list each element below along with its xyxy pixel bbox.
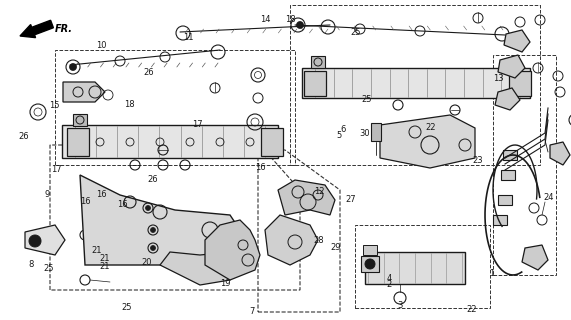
Bar — [503, 150, 517, 160]
Text: 7: 7 — [249, 308, 255, 316]
Bar — [361, 256, 379, 272]
Circle shape — [296, 21, 304, 28]
Bar — [365, 252, 465, 284]
FancyArrow shape — [20, 20, 54, 38]
Bar — [73, 114, 87, 126]
Text: 4: 4 — [386, 274, 392, 283]
Polygon shape — [550, 142, 570, 165]
Text: 19: 19 — [220, 279, 231, 288]
Text: FR.: FR. — [55, 24, 73, 34]
Bar — [355, 225, 490, 308]
Text: 28: 28 — [313, 236, 324, 245]
Polygon shape — [62, 125, 278, 158]
Text: 2: 2 — [386, 280, 392, 289]
Text: 14: 14 — [260, 15, 271, 24]
Text: 11: 11 — [183, 33, 194, 42]
Text: 17: 17 — [51, 165, 61, 174]
Text: 6: 6 — [340, 125, 346, 134]
Polygon shape — [380, 115, 475, 168]
Text: 17: 17 — [192, 120, 202, 129]
Bar — [501, 170, 515, 180]
Polygon shape — [160, 252, 240, 285]
Text: 15: 15 — [50, 101, 60, 110]
Text: 26: 26 — [148, 175, 158, 184]
Circle shape — [32, 238, 38, 244]
Bar — [55, 50, 295, 165]
Text: 21: 21 — [92, 246, 102, 255]
Bar — [67, 128, 89, 156]
Polygon shape — [498, 55, 525, 78]
Polygon shape — [80, 175, 240, 265]
Bar — [304, 70, 326, 95]
Polygon shape — [25, 225, 65, 255]
Text: 25: 25 — [361, 95, 372, 104]
Text: 24: 24 — [543, 193, 553, 202]
Text: 9: 9 — [44, 190, 50, 199]
Text: 22: 22 — [426, 123, 436, 132]
Text: 25: 25 — [43, 264, 54, 273]
Text: 27: 27 — [346, 196, 356, 204]
Text: 21: 21 — [99, 262, 110, 271]
Text: 25: 25 — [350, 28, 360, 37]
Circle shape — [151, 245, 155, 251]
Bar — [493, 215, 507, 225]
Text: 16: 16 — [118, 200, 128, 209]
Text: 1: 1 — [489, 269, 495, 278]
Text: 16: 16 — [255, 164, 266, 172]
Text: 16: 16 — [81, 197, 91, 206]
Bar — [290, 5, 540, 165]
Circle shape — [146, 205, 151, 211]
Text: 30: 30 — [359, 129, 369, 138]
Text: 29: 29 — [330, 243, 340, 252]
Polygon shape — [265, 215, 318, 265]
Polygon shape — [205, 220, 260, 280]
Bar — [371, 123, 381, 141]
Polygon shape — [504, 30, 530, 52]
Circle shape — [365, 259, 375, 269]
Text: 20: 20 — [141, 258, 151, 267]
Text: 26: 26 — [19, 132, 29, 141]
Polygon shape — [278, 180, 335, 215]
Polygon shape — [63, 82, 105, 102]
Bar — [498, 195, 512, 205]
Text: 16: 16 — [96, 190, 106, 199]
Text: 10: 10 — [96, 41, 107, 50]
Text: 12: 12 — [315, 188, 325, 196]
Text: 13: 13 — [493, 74, 503, 83]
Polygon shape — [302, 68, 530, 98]
Circle shape — [70, 63, 77, 70]
Text: 5: 5 — [336, 131, 342, 140]
Bar — [363, 245, 377, 255]
Text: 21: 21 — [99, 254, 110, 263]
Text: 18: 18 — [285, 15, 295, 24]
Bar — [509, 70, 531, 95]
Text: 22: 22 — [467, 305, 477, 314]
Text: 8: 8 — [29, 260, 34, 269]
Polygon shape — [522, 245, 548, 270]
Text: 3: 3 — [397, 301, 403, 310]
Bar — [493, 55, 556, 275]
Bar — [261, 128, 283, 156]
Bar — [311, 56, 325, 68]
Text: 23: 23 — [472, 156, 482, 165]
Polygon shape — [495, 88, 520, 110]
Text: 26: 26 — [143, 68, 154, 77]
Text: 25: 25 — [122, 303, 132, 312]
Text: 18: 18 — [124, 100, 134, 109]
Circle shape — [29, 235, 41, 247]
Circle shape — [151, 228, 155, 233]
